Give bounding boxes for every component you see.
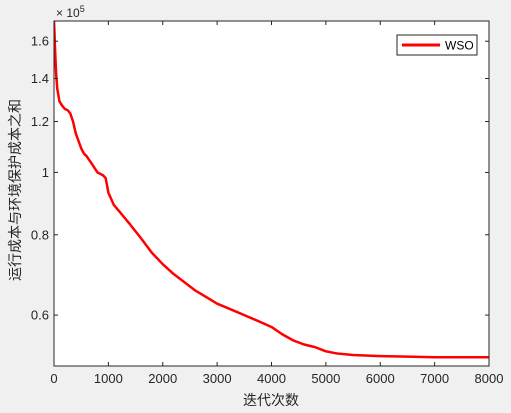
y-tick-label: 1 [42,165,49,180]
x-axis-title: 迭代次数 [243,393,299,409]
x-tick-label: 8000 [475,371,504,386]
x-tick-label: 7000 [420,371,449,386]
legend: WSO [396,34,478,56]
x-tick-label: 4000 [257,371,286,386]
x-tick-label: 5000 [311,371,340,386]
y-exponent-power: 5 [80,4,85,14]
y-tick-label: 0.6 [31,308,49,323]
x-tick-label: 0 [50,371,57,386]
legend-label-wso: WSO [445,39,474,53]
y-tick-label: 1.6 [31,34,49,49]
y-tick-label: 1.2 [31,114,49,129]
x-tick-label: 1000 [94,371,123,386]
y-tick-label: 0.8 [31,227,49,242]
y-axis-title: 运行成本与环境保护成本之和 [8,99,24,281]
x-tick-label: 3000 [203,371,232,386]
series-line-wso [54,21,489,359]
y-tick-label: 1.4 [31,71,49,86]
x-tick-label: 2000 [148,371,177,386]
y-exponent-label: × 105 [56,4,85,20]
x-tick-label: 6000 [366,371,395,386]
plot-area [54,21,489,366]
